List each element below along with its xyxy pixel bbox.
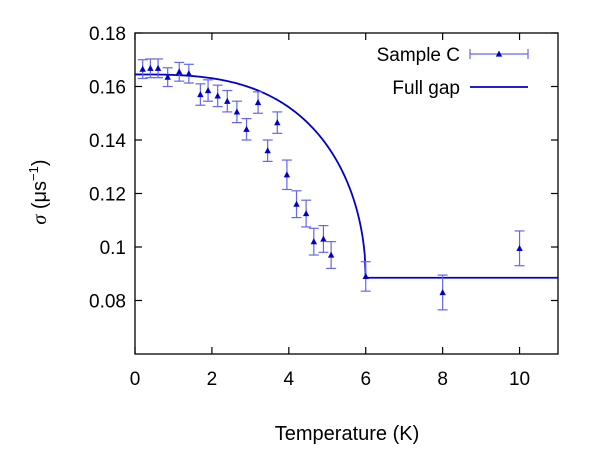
data-point xyxy=(308,227,319,256)
point-marker xyxy=(439,288,446,296)
data-point xyxy=(183,63,194,84)
data-point xyxy=(514,230,525,267)
data-point xyxy=(326,241,337,269)
data-point xyxy=(241,117,252,141)
point-marker xyxy=(264,147,271,154)
full-gap-series xyxy=(135,73,558,279)
sample-c-series xyxy=(137,58,525,311)
y-axis-unit: (μs xyxy=(29,181,51,215)
data-point xyxy=(272,111,283,134)
x-axis-title: Temperature (K) xyxy=(275,423,420,445)
data-point xyxy=(174,61,185,82)
legend-label-sample-c: Sample C xyxy=(377,45,460,66)
x-tick-label: 4 xyxy=(284,369,295,390)
legend-label-full-gap: Full gap xyxy=(392,78,460,99)
point-marker xyxy=(204,87,212,94)
data-point xyxy=(301,199,312,228)
data-point xyxy=(153,58,164,79)
point-marker xyxy=(147,64,154,71)
point-marker xyxy=(233,108,241,115)
point-marker xyxy=(139,65,146,72)
data-point xyxy=(262,139,273,162)
x-tick-label: 2 xyxy=(207,369,218,390)
point-marker xyxy=(293,200,300,207)
point-marker xyxy=(164,73,171,80)
point-marker xyxy=(254,99,262,106)
data-point xyxy=(162,67,173,88)
point-marker xyxy=(320,235,327,242)
data-point xyxy=(360,261,371,292)
point-marker xyxy=(176,68,183,75)
point-marker xyxy=(274,119,281,126)
legend-sample-c-marker xyxy=(495,50,503,57)
x-tick-label: 8 xyxy=(437,369,448,390)
x-tick-label: 0 xyxy=(130,369,141,390)
data-point xyxy=(195,83,206,106)
point-marker xyxy=(516,244,523,251)
legend: Sample C Full gap xyxy=(377,45,529,99)
y-tick-label: 0.14 xyxy=(89,131,126,152)
point-marker xyxy=(214,92,221,99)
y-axis-unit-exponent: −1 xyxy=(26,166,41,181)
y-tick-label: 0.12 xyxy=(89,185,126,206)
point-marker xyxy=(243,125,250,132)
point-marker xyxy=(224,97,231,104)
data-point xyxy=(291,190,302,219)
x-tick-label: 10 xyxy=(509,369,530,390)
axis-ticks: 0 2 4 6 8 10 0.08 0.1 0.12 0.14 0.16 0.18 xyxy=(89,24,558,390)
data-point xyxy=(437,274,448,311)
x-tick-label: 6 xyxy=(360,369,371,390)
data-point xyxy=(231,100,242,124)
point-marker xyxy=(197,91,204,98)
y-axis-unit-close: ) xyxy=(29,159,51,166)
plot-area xyxy=(134,32,559,355)
y-tick-label: 0.1 xyxy=(100,238,126,259)
y-tick-label: 0.08 xyxy=(89,292,126,313)
full-gap-curve xyxy=(135,73,558,279)
data-point xyxy=(222,89,233,113)
y-axis-symbol: σ xyxy=(29,214,51,225)
y-tick-label: 0.16 xyxy=(89,78,126,99)
point-marker xyxy=(302,210,310,217)
point-marker xyxy=(283,171,291,178)
data-point xyxy=(212,84,223,108)
point-marker xyxy=(310,238,318,245)
plot-frame xyxy=(134,32,559,355)
data-point xyxy=(203,79,214,102)
y-tick-label: 0.18 xyxy=(89,24,126,45)
data-point xyxy=(281,159,292,191)
point-marker xyxy=(362,272,369,280)
data-point xyxy=(137,59,148,80)
data-point xyxy=(318,225,329,253)
data-point xyxy=(253,91,264,114)
point-marker xyxy=(327,251,335,258)
point-marker xyxy=(185,70,193,77)
y-axis-title: σ (μs−1) xyxy=(26,159,51,224)
point-marker xyxy=(154,64,162,71)
